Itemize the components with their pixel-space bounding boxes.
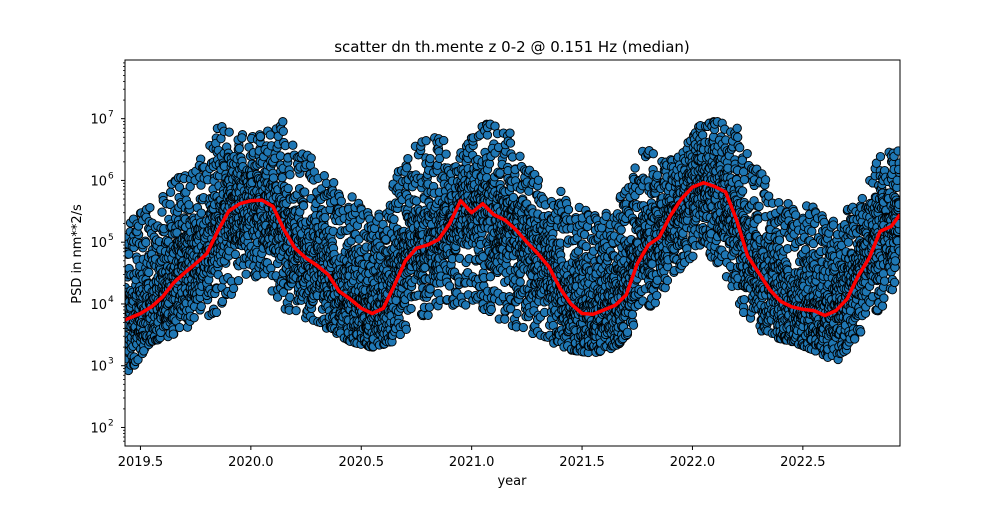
scatter-point	[329, 178, 339, 188]
scatter-point	[439, 135, 449, 146]
scatter-point	[278, 126, 288, 136]
scatter-point	[234, 143, 244, 154]
scatter-point	[168, 329, 179, 339]
scatter-point	[189, 313, 199, 323]
scatter-point	[211, 307, 222, 318]
scatter-point	[406, 303, 416, 314]
scatter-point	[423, 310, 433, 320]
scatter-point	[581, 241, 591, 252]
scatter-point	[174, 182, 185, 192]
scatter-point	[141, 237, 151, 248]
scatter-point	[291, 305, 301, 316]
scatter-point	[285, 170, 295, 180]
scatter-point	[505, 138, 516, 148]
scatter-point	[306, 153, 316, 163]
scatter-point	[411, 196, 422, 206]
scatter-point	[139, 346, 149, 356]
scatter-point	[196, 208, 206, 218]
scatter-point	[228, 283, 239, 294]
scatter-point	[518, 322, 528, 333]
scatter-point	[184, 200, 194, 210]
scatter-point	[401, 324, 411, 334]
scatter-point	[233, 275, 244, 286]
scatter-point	[288, 140, 298, 150]
scatter-point	[505, 128, 515, 138]
scatter-point	[165, 199, 175, 210]
scatter-point	[630, 163, 640, 173]
x-axis-label: year	[497, 474, 527, 489]
scatter-point	[627, 309, 638, 320]
scatter-point	[461, 300, 471, 310]
scatter-point	[389, 214, 399, 224]
scatter-point	[622, 327, 633, 337]
scatter-point	[616, 225, 626, 235]
chart-title: scatter dn th.mente z 0-2 @ 0.151 Hz (me…	[334, 38, 690, 56]
scatter-point	[298, 201, 309, 211]
scatter-point	[145, 202, 155, 213]
scatter-point	[133, 355, 143, 365]
scatter-point	[336, 196, 346, 206]
scatter-point	[320, 212, 330, 223]
scatter-point	[157, 207, 167, 217]
scatter-point	[515, 151, 525, 161]
scatter-point	[500, 314, 510, 324]
scatter-point	[515, 277, 525, 287]
scatter-point	[144, 267, 154, 278]
scatter-point	[533, 175, 544, 185]
scatter-point	[224, 127, 234, 137]
scatter-point	[278, 117, 288, 127]
scatter-point	[319, 171, 329, 181]
scatter-point	[283, 183, 293, 194]
scatter-point	[217, 296, 228, 307]
scatter-point	[403, 153, 413, 164]
scatter-point	[495, 168, 505, 178]
scatter-point	[441, 149, 451, 159]
scatter-point	[556, 186, 566, 197]
scatter-point	[402, 163, 412, 173]
scatter-point	[268, 173, 279, 183]
scatter-point	[421, 136, 431, 146]
scatter-point	[237, 133, 247, 143]
scatter-point	[185, 181, 195, 192]
scatter-point	[241, 269, 251, 279]
scatter-point	[425, 153, 435, 164]
scatter-point	[230, 249, 241, 260]
scatter-point	[277, 172, 287, 183]
scatter-point	[255, 131, 266, 142]
scatter-point	[300, 187, 310, 197]
scatter-point	[601, 211, 611, 221]
scatter-point	[486, 304, 496, 315]
scatter-point	[196, 301, 206, 312]
scatter-point	[484, 159, 495, 169]
y-axis-label: PSD in nm**2/s	[70, 204, 85, 304]
scatter-point	[563, 204, 574, 215]
scatter-point	[347, 192, 357, 202]
scatter-point	[512, 308, 522, 319]
scatter-point	[628, 320, 639, 330]
scatter-point	[174, 322, 185, 333]
scatter-point	[165, 187, 176, 197]
